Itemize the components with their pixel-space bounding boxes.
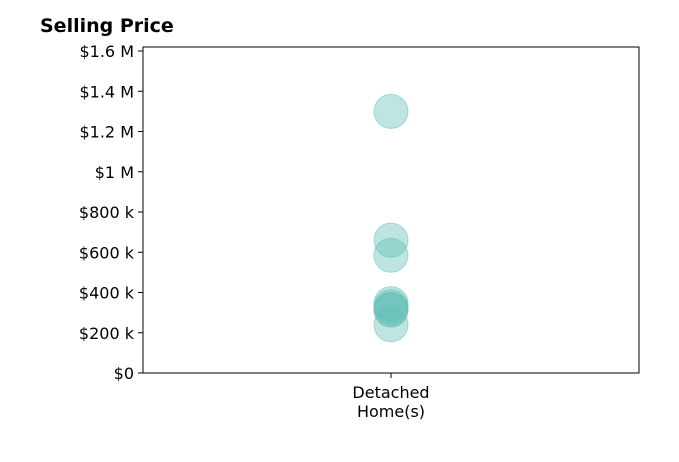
y-tick-label: $200 k bbox=[79, 324, 135, 343]
data-point bbox=[373, 222, 409, 258]
data-point bbox=[373, 93, 409, 129]
y-tick-label: $400 k bbox=[79, 284, 135, 303]
y-tick-label: $1.6 M bbox=[79, 42, 134, 61]
y-tick-label: $1.2 M bbox=[79, 123, 134, 142]
y-tick-label: $800 k bbox=[79, 203, 135, 222]
y-tick-label: $1.4 M bbox=[79, 82, 134, 101]
data-point bbox=[373, 237, 409, 273]
data-point bbox=[373, 292, 409, 328]
x-axis: Detached Home(s) bbox=[352, 373, 430, 421]
chart-title: Selling Price bbox=[40, 15, 174, 37]
data-point bbox=[373, 307, 409, 343]
y-tick-label: $600 k bbox=[79, 243, 135, 262]
y-tick-label: $1 M bbox=[95, 163, 134, 182]
x-tick-label: Detached Home(s) bbox=[352, 383, 429, 421]
y-axis: $0 $200 k $400 k $600 k $800 k $1 M $1.2 M $1.4… bbox=[79, 42, 143, 383]
data-points bbox=[373, 93, 409, 343]
y-tick-label: $0 bbox=[114, 364, 134, 383]
